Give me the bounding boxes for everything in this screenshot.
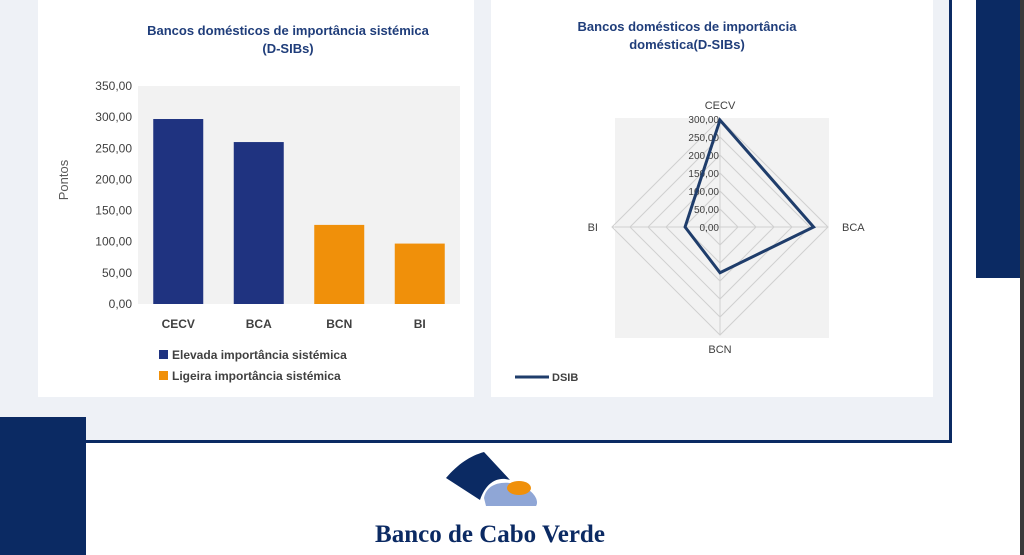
bar-bi (394, 243, 445, 304)
radar-chart-panel: Bancos domésticos de importância domésti… (491, 0, 933, 397)
bar-ytick-label: 250,00 (95, 141, 132, 155)
radar-chart-title: Bancos domésticos de importância domésti… (547, 18, 827, 54)
radar-rtick-label: 150,00 (688, 169, 719, 180)
radar-chart-title-line2: doméstica(D-SIBs) (629, 37, 745, 52)
decorative-block-left (0, 417, 86, 555)
bar-ytick-label: 350,00 (95, 79, 132, 93)
radar-rtick-label: 300,00 (688, 115, 719, 126)
bar-ytick-label: 50,00 (102, 266, 132, 280)
bar-xtick-label: BCA (246, 317, 272, 331)
bar-ytick-label: 200,00 (95, 172, 132, 186)
scrollbar[interactable] (1020, 0, 1024, 555)
radar-rtick-label: 0,00 (700, 223, 720, 234)
radar-category-bcn: BCN (708, 344, 731, 356)
bar-xtick-label: CECV (162, 317, 195, 331)
bar-chart-title: Bancos domésticos de importância sistémi… (98, 22, 478, 58)
bar-ytick-label: 300,00 (95, 110, 132, 124)
bar-xtick-label: BI (414, 317, 426, 331)
bank-name: Banco de Cabo Verde (375, 521, 605, 548)
radar-rtick-label: 200,00 (688, 151, 719, 162)
bar-chart-panel: Bancos domésticos de importância sistémi… (38, 0, 474, 397)
radar-chart: 0,0050,00100,00150,00200,00250,00300,00 … (515, 100, 865, 384)
radar-series-dsib (683, 117, 817, 275)
bar-chart-title-line1: Bancos domésticos de importância sistémi… (147, 23, 429, 38)
radar-plot-area (615, 118, 829, 338)
radar-rtick-label: 50,00 (694, 205, 719, 216)
bar-ytick-label: 0,00 (109, 297, 133, 311)
bank-logo-icon (446, 452, 538, 506)
bar-chart-ylabel: Pontos (56, 159, 71, 200)
legend-label-high: Elevada importância sistémica (172, 348, 347, 362)
bar-chart-title-line2: (D-SIBs) (262, 41, 314, 56)
radar-category-bi: BI (588, 222, 598, 234)
bar-bcn (314, 224, 365, 304)
radar-chart-title-line1: Bancos domésticos de importância (577, 19, 797, 34)
bar-cecv (153, 119, 204, 304)
bar-chart: 0,00 50,00 100,00 150,00 200,00 250,00 300,00 3… (56, 79, 460, 383)
bar-xtick-label: BCN (326, 317, 352, 331)
radar-category-cecv: CECV (705, 100, 736, 112)
bar-bca (233, 142, 284, 304)
bar-ytick-label: 150,00 (95, 204, 132, 218)
bar-ytick-label: 100,00 (95, 235, 132, 249)
radar-rtick-label: 100,00 (688, 187, 719, 198)
decorative-block-right (976, 0, 1020, 278)
radar-rtick-label: 250,00 (688, 133, 719, 144)
legend-swatch-high (159, 350, 168, 359)
legend-swatch-low (159, 371, 168, 380)
radar-category-bca: BCA (842, 222, 865, 234)
legend-label-low: Ligeira importância sistémica (172, 369, 341, 383)
legend-label-dsib: DSIB (552, 372, 578, 384)
